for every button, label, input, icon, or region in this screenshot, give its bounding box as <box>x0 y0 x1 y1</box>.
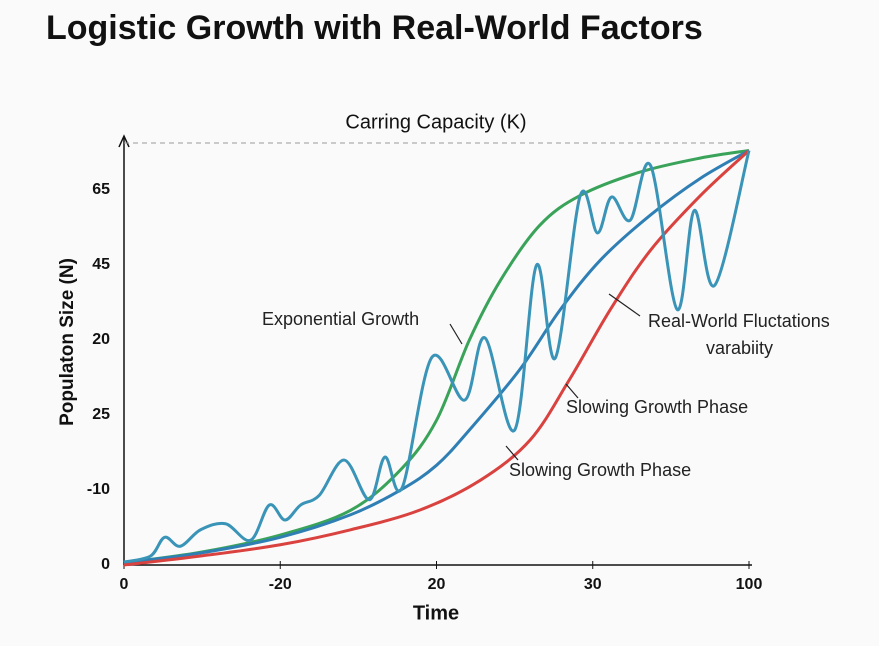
line <box>123 150 751 564</box>
chart-title: Logistic Growth with Real-World Factors <box>46 9 703 47</box>
line <box>123 149 750 565</box>
annotation-arrow <box>505 445 519 461</box>
x-tick-label: 20 <box>428 576 446 593</box>
annotation: Slowing Growth Phase <box>566 397 748 417</box>
x-axis-label: Time <box>413 602 459 624</box>
y-tick-label: 0 <box>101 556 110 573</box>
annotation: Slowing Growth Phase <box>509 460 691 480</box>
x-tick-label: 30 <box>584 576 602 593</box>
line <box>123 149 750 565</box>
annotation: Real-World Fluctations <box>648 311 830 331</box>
y-tick-label: 25 <box>92 406 110 423</box>
plot <box>123 142 751 569</box>
x-tick-label: -20 <box>269 576 292 593</box>
y-tick-label: 65 <box>92 181 110 198</box>
annotation-arrow <box>608 293 641 317</box>
line <box>123 149 751 567</box>
annotation: varabiity <box>706 338 773 358</box>
y-tick-label: 45 <box>92 256 110 273</box>
x-tick-label: 0 <box>120 576 129 593</box>
y-tick-label: -10 <box>87 481 110 498</box>
y-axis-label: Populaton Size (N) <box>57 258 78 426</box>
y-tick-label: 20 <box>92 331 110 348</box>
x-tick-label: 100 <box>736 576 763 593</box>
chart-subtitle: Carring Capacity (K) <box>345 111 526 133</box>
annotation-arrow <box>449 323 463 345</box>
annotation: Exponential Growth <box>262 309 419 329</box>
annotation-arrow <box>565 383 579 399</box>
